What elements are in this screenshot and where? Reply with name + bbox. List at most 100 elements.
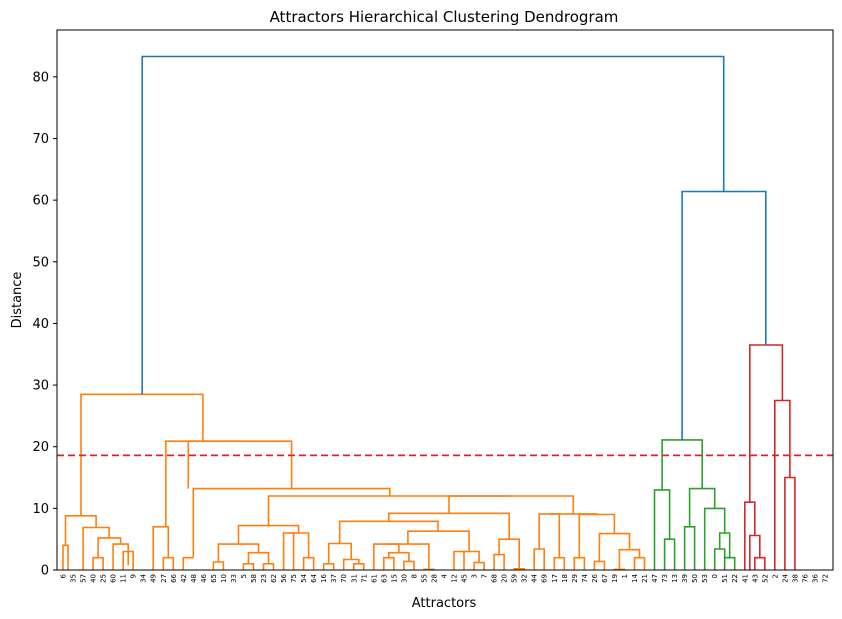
leaf-label: 52 [761, 574, 769, 583]
leaf-label: 45 [461, 574, 469, 583]
dendrogram-link [681, 190, 767, 440]
dendrogram-link [282, 532, 295, 570]
dendrogram-link [64, 514, 97, 546]
dendrogram-link [187, 440, 293, 489]
dendrogram-link [322, 562, 335, 570]
y-axis: 0 10 20 30 40 50 60 70 80 [32, 70, 57, 579]
leaf-label: 9 [130, 574, 138, 578]
leaf-label: 15 [390, 574, 398, 583]
dendrogram-link [573, 556, 586, 570]
leaf-label: 0 [711, 574, 719, 578]
leaf-label: 53 [701, 574, 709, 583]
leaf-label: 51 [721, 574, 729, 583]
leaf-label: 50 [691, 574, 699, 583]
y-tick-label: 20 [32, 440, 49, 455]
leaf-label: 61 [370, 574, 378, 583]
leaf-label: 26 [591, 573, 599, 582]
dendrogram-link [748, 344, 784, 503]
leaf-label: 10 [220, 574, 228, 583]
leaf-label: 60 [110, 574, 118, 583]
dendrogram-link [288, 532, 310, 558]
leaf-label: 67 [601, 574, 609, 583]
leaf-label: 17 [551, 574, 559, 583]
leaf-label: 72 [821, 574, 829, 583]
chart-title: Attractors Hierarchical Clustering Dendr… [270, 8, 619, 26]
dendrogram-link [683, 525, 696, 570]
dendrogram-link [753, 556, 766, 570]
leaf-label: 63 [380, 574, 388, 583]
y-tick-label: 70 [32, 132, 49, 147]
dendrogram-link [538, 513, 561, 558]
leaf-label: 30 [400, 574, 408, 583]
y-tick-label: 10 [32, 502, 49, 517]
leaf-label: 12 [451, 574, 459, 583]
leaf-label: 69 [541, 574, 549, 583]
y-tick-label: 50 [32, 255, 49, 270]
leaf-label: 36 [811, 573, 819, 582]
leaf-label: 6 [60, 573, 68, 578]
dendrogram-link [661, 439, 704, 490]
dendrogram-link [338, 520, 439, 544]
leaf-label: 54 [300, 573, 308, 582]
y-tick-label: 40 [32, 317, 49, 332]
dendrogram-link [653, 489, 671, 570]
dendrogram-link [242, 562, 255, 570]
leaf-label: 71 [360, 574, 368, 583]
leaf-label: 65 [210, 574, 218, 583]
dendrogram-link [237, 524, 300, 545]
leaf-label: 49 [150, 574, 158, 583]
leaf-label: 20 [501, 574, 509, 583]
leaf-label: 48 [190, 574, 198, 583]
leaf-label: 13 [671, 574, 679, 583]
dendrogram-link [97, 537, 122, 558]
leaf-label: 62 [270, 574, 278, 583]
dendrogram-link [598, 532, 631, 562]
dendrogram-link [192, 487, 391, 558]
leaf-label: 74 [581, 573, 589, 582]
dendrogram-link [593, 560, 606, 570]
dendrogram-link [262, 562, 275, 570]
dendrogram-link [549, 513, 598, 515]
dendrogram-link [92, 556, 104, 570]
dendrogram-link [723, 556, 736, 570]
leaf-label: 40 [90, 574, 98, 583]
leaf-label: 25 [100, 574, 108, 583]
leaf-label: 23 [260, 574, 268, 583]
y-tick-label: 80 [32, 70, 49, 85]
leaf-label: 24 [781, 573, 789, 582]
dendrogram-link [493, 553, 505, 570]
leaf-label: 55 [420, 574, 428, 583]
dendrogram-link [473, 561, 485, 570]
leaf-label: 58 [250, 574, 258, 583]
dendrogram-link [533, 548, 546, 570]
dendrogram-link [633, 556, 646, 570]
dendrogram-link [165, 440, 240, 527]
dendrogram-link [112, 543, 129, 570]
y-tick-label: 0 [41, 564, 49, 579]
dendrogram-link [578, 513, 616, 558]
dendrogram-link [182, 556, 194, 570]
leaf-label: 75 [290, 574, 298, 583]
leaf-label: 59 [511, 574, 519, 583]
leaf-label: 14 [631, 573, 639, 582]
leaf-label: 16 [320, 573, 328, 582]
leaf-label: 7 [481, 574, 489, 578]
dendrogram-link [713, 548, 726, 570]
leaf-label: 38 [791, 574, 799, 583]
dendrogram-link [352, 562, 365, 570]
dendrogram-link [302, 556, 315, 570]
leaf-label: 32 [521, 574, 529, 583]
leaf-label: 27 [160, 574, 168, 583]
leaf-label: 44 [531, 573, 539, 582]
leaf-label: 31 [350, 574, 358, 583]
leaf-label: 43 [751, 574, 759, 583]
dendrogram-link [784, 476, 796, 570]
leaf-label: 47 [651, 574, 659, 583]
dendrogram-link [403, 560, 415, 570]
leaf-label: 4 [440, 573, 448, 578]
leaf-label: 34 [140, 573, 148, 582]
dendrogram-links [62, 55, 796, 571]
dendrogram-link [342, 558, 360, 570]
leaf-label: 41 [741, 574, 749, 583]
